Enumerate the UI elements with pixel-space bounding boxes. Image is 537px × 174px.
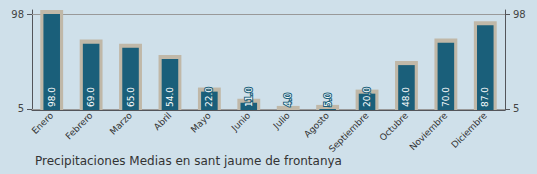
- svg-text:Mayo: Mayo: [189, 110, 213, 134]
- svg-text:Diciembre: Diciembre: [449, 110, 489, 150]
- svg-text:Enero: Enero: [30, 110, 55, 135]
- svg-text:5: 5: [513, 103, 519, 114]
- svg-text:Octubre: Octubre: [377, 110, 410, 143]
- svg-text:70.0: 70.0: [441, 87, 451, 107]
- svg-text:98.0: 98.0: [47, 87, 57, 107]
- svg-text:Agosto: Agosto: [302, 110, 331, 139]
- svg-text:98: 98: [11, 9, 24, 20]
- svg-text:69.0: 69.0: [86, 87, 96, 107]
- svg-text:65.0: 65.0: [126, 87, 136, 107]
- svg-text:5: 5: [18, 103, 24, 114]
- svg-text:Febrero: Febrero: [64, 110, 95, 141]
- svg-text:Julio: Julio: [271, 110, 292, 131]
- svg-text:Septiembre: Septiembre: [327, 110, 371, 154]
- svg-text:Noviembre: Noviembre: [408, 110, 450, 152]
- svg-text:87.0: 87.0: [480, 87, 490, 107]
- svg-text:98: 98: [513, 9, 526, 20]
- svg-text:Marzo: Marzo: [108, 110, 134, 136]
- svg-text:4.0: 4.0: [283, 92, 293, 107]
- svg-text:54.0: 54.0: [165, 87, 175, 107]
- svg-text:22.0: 22.0: [204, 87, 214, 107]
- svg-text:48.0: 48.0: [401, 87, 411, 107]
- svg-text:11.0: 11.0: [244, 87, 254, 107]
- svg-text:Abril: Abril: [152, 110, 174, 132]
- svg-text:20.0: 20.0: [362, 87, 372, 107]
- svg-text:Precipitaciones Medias en sant: Precipitaciones Medias en sant jaume de …: [35, 154, 342, 168]
- svg-text:Junio: Junio: [229, 110, 252, 133]
- svg-text:5.0: 5.0: [323, 92, 333, 107]
